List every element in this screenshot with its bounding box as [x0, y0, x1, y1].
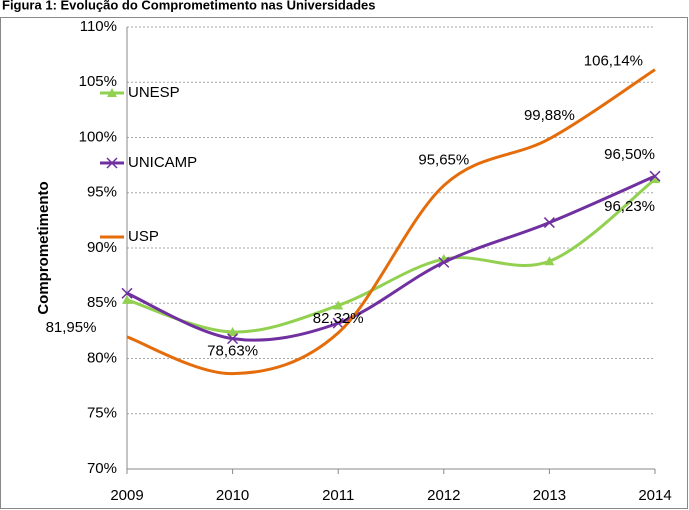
y-tick-label: 105% [79, 73, 117, 90]
y-axis-label: Comprometimento [35, 181, 52, 314]
chart-title: Figura 1: Evolução do Comprometimento na… [2, 0, 375, 12]
x-tick-label: 2009 [110, 487, 143, 504]
y-tick-label: 95% [87, 184, 117, 201]
data-label: 82,32% [313, 310, 364, 327]
legend-label: USP [128, 228, 159, 245]
data-label: 95,65% [418, 152, 469, 169]
x-tick-label: 2010 [216, 487, 249, 504]
marker [227, 333, 239, 345]
marker [107, 88, 117, 97]
marker [227, 326, 238, 336]
y-tick-label: 100% [79, 128, 117, 145]
series-line [126, 177, 656, 334]
legend-label: UNESP [128, 84, 180, 101]
marker [121, 287, 133, 299]
marker [106, 157, 118, 169]
x-tick-label: 2012 [427, 487, 460, 504]
marker [544, 256, 555, 266]
marker [333, 300, 344, 310]
x-tick-label: 2013 [533, 487, 566, 504]
marker [332, 317, 344, 329]
y-tick-label: 80% [87, 349, 117, 366]
data-label: 106,14% [584, 53, 643, 70]
y-tick-label: 90% [87, 239, 117, 256]
legend-label: UNICAMP [128, 154, 197, 171]
y-tick-label: 75% [87, 405, 117, 422]
x-tick-label: 2014 [638, 487, 671, 504]
marker [438, 256, 450, 268]
marker [650, 174, 660, 184]
y-tick-label: 85% [87, 294, 117, 311]
data-label: 96,50% [604, 146, 655, 163]
y-tick-label: 110% [80, 18, 117, 35]
data-label: 78,63% [207, 343, 258, 360]
series-line [126, 174, 656, 342]
series-line [126, 68, 656, 376]
data-label: 96,23% [604, 198, 655, 215]
x-tick-label: 2011 [322, 487, 354, 504]
data-label: 81,95% [46, 319, 97, 336]
data-label: 99,88% [524, 107, 575, 124]
marker [122, 294, 132, 304]
chart-frame [0, 17, 688, 509]
marker [543, 217, 555, 229]
y-tick-label: 70% [87, 460, 117, 477]
marker [649, 170, 661, 182]
